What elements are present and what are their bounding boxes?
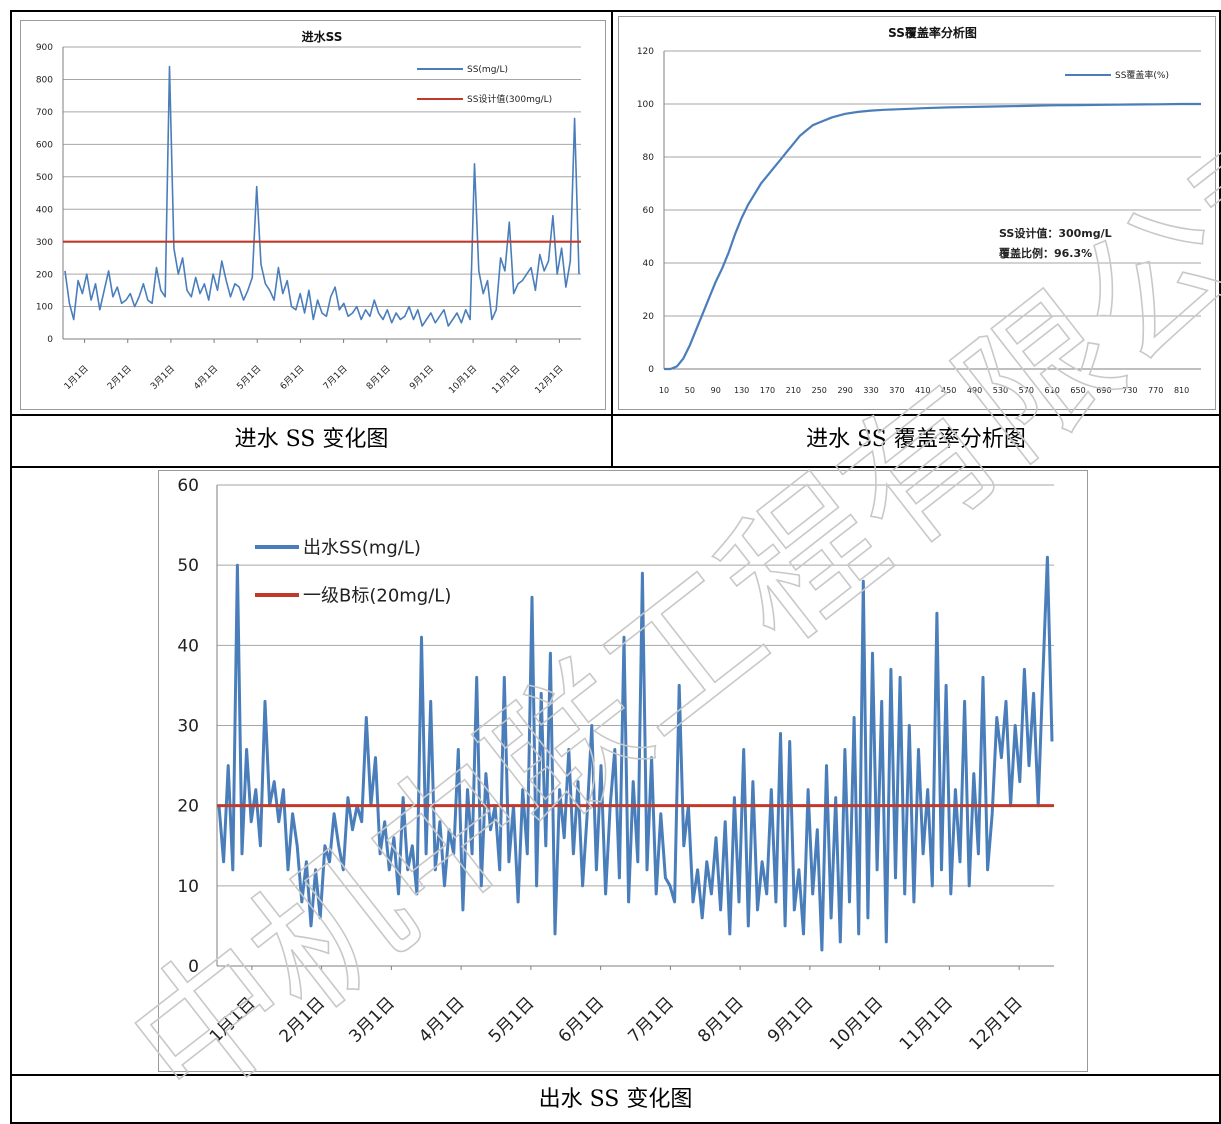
series-line: [217, 555, 1054, 952]
x-tick-label: 11月1日: [490, 363, 523, 396]
x-tick-label: 770: [1148, 386, 1163, 395]
x-tick-label: 9月1日: [407, 363, 436, 392]
row-divider-1: [10, 414, 1221, 416]
series-line: [64, 65, 580, 327]
x-tick-label: 570: [1019, 386, 1034, 395]
figure-table: [10, 10, 1221, 1124]
y-tick-label: 400: [36, 205, 53, 215]
caption-effluent-ss: 出水 SS 变化图: [538, 1087, 693, 1112]
y-tick-label: 300: [36, 238, 53, 248]
x-tick-label: 490: [967, 386, 982, 395]
x-tick-label: 7月1日: [624, 993, 677, 1046]
y-tick-label: 30: [177, 716, 199, 736]
x-tick-label: 6月1日: [555, 993, 608, 1046]
x-tick-label: 3月1日: [345, 993, 398, 1046]
annotation-text: 覆盖比例：96.3%: [999, 246, 1092, 260]
y-tick-label: 100: [36, 303, 53, 313]
y-tick-label: 80: [643, 153, 655, 163]
x-tick-label: 4月1日: [192, 363, 221, 392]
y-tick-label: 800: [36, 76, 53, 86]
x-tick-label: 250: [812, 386, 827, 395]
series-line: [664, 102, 1201, 371]
x-tick-label: 90: [711, 386, 721, 395]
x-tick-label: 50: [685, 386, 695, 395]
caption-coverage: 进水 SS 覆盖率分析图: [806, 427, 1026, 452]
y-tick-label: 50: [177, 556, 199, 576]
x-tick-label: 290: [838, 386, 853, 395]
x-tick-label: 2月1日: [105, 363, 134, 392]
legend-label: SS覆盖率(%): [1115, 69, 1169, 81]
y-tick-label: 40: [177, 636, 199, 656]
x-tick-label: 10月1日: [826, 993, 887, 1054]
x-tick-label: 410: [915, 386, 930, 395]
x-tick-label: 1月1日: [62, 363, 91, 392]
y-tick-label: 120: [637, 47, 654, 57]
y-tick-label: 60: [643, 206, 655, 216]
x-tick-label: 690: [1096, 386, 1111, 395]
x-tick-label: 6月1日: [278, 363, 307, 392]
x-tick-label: 10: [659, 386, 669, 395]
y-tick-label: 0: [648, 365, 654, 375]
legend-label: 一级B标(20mg/L): [303, 585, 451, 606]
inflow-chart-box: 0 100 200 300 400 500 600 700 800 900 进水SS 1月1日 2月1日…: [20, 20, 606, 410]
x-tick-label: 8月1日: [364, 363, 393, 392]
coverage-chart-box: 0 20 40 60 80 100 120 SS覆盖率分析图 10 50 90 130 170 210 25…: [618, 16, 1216, 410]
y-tick-label: 900: [36, 43, 53, 53]
y-tick-label: 200: [36, 270, 53, 280]
x-tick-label: 5月1日: [485, 993, 538, 1046]
x-tick-label: 1月1日: [206, 993, 259, 1046]
y-tick-label: 40: [643, 259, 655, 269]
x-tick-label: 450: [941, 386, 956, 395]
coverage-chart: 0 20 40 60 80 100 120 SS覆盖率分析图 10 50 90 130 170 210 25…: [637, 25, 1201, 395]
x-tick-label: 370: [889, 386, 904, 395]
x-tick-label: 650: [1070, 386, 1085, 395]
y-tick-label: 600: [36, 140, 53, 150]
y-tick-label: 500: [36, 173, 53, 183]
y-tick-label: 0: [188, 957, 199, 977]
x-tick-label: 170: [760, 386, 775, 395]
legend-label: 出水SS(mg/L): [303, 537, 421, 558]
effluent-chart-box: 0 10 20 30 40 50 60 1月1日 2月1日 3月1日 4月1日 5月1日 6月1日 7月1…: [158, 470, 1088, 1072]
y-tick-label: 60: [177, 476, 199, 496]
annotation-text: SS设计值：300mg/L: [999, 226, 1112, 240]
chart-title: 进水SS: [302, 29, 343, 44]
x-tick-label: 810: [1174, 386, 1189, 395]
row-divider-2: [10, 466, 1221, 468]
x-tick-label: 10月1日: [447, 363, 480, 396]
legend-label: SS设计值(300mg/L): [467, 93, 552, 105]
x-tick-label: 730: [1122, 386, 1137, 395]
x-tick-label: 7月1日: [321, 363, 350, 392]
x-tick-label: 4月1日: [415, 993, 468, 1046]
y-tick-label: 20: [643, 312, 655, 322]
inflow-ss-chart: 0 100 200 300 400 500 600 700 800 900 进水SS 1月1日 2月1日…: [36, 29, 581, 396]
x-tick-label: 12月1日: [533, 363, 566, 396]
x-tick-label: 11月1日: [896, 993, 957, 1054]
effluent-ss-chart: 0 10 20 30 40 50 60 1月1日 2月1日 3月1日 4月1日 5月1日 6月1日 7月1…: [177, 476, 1054, 1055]
x-tick-label: 8月1日: [694, 993, 747, 1046]
x-tick-label: 9月1日: [764, 993, 817, 1046]
y-tick-label: 0: [47, 335, 53, 345]
y-tick-label: 10: [177, 877, 199, 897]
x-tick-label: 12月1日: [966, 993, 1027, 1054]
column-divider: [611, 10, 613, 468]
x-tick-label: 5月1日: [235, 363, 264, 392]
caption-inflow-ss: 进水 SS 变化图: [234, 427, 389, 452]
x-tick-label: 610: [1045, 386, 1060, 395]
row-divider-3: [10, 1074, 1221, 1076]
x-tick-label: 210: [786, 386, 801, 395]
legend-label: SS(mg/L): [467, 65, 508, 75]
x-tick-label: 330: [863, 386, 878, 395]
x-tick-label: 530: [993, 386, 1008, 395]
chart-title: SS覆盖率分析图: [888, 25, 977, 40]
x-tick-label: 3月1日: [148, 363, 177, 392]
x-tick-label: 2月1日: [276, 993, 329, 1046]
x-tick-label: 130: [734, 386, 749, 395]
y-tick-label: 20: [177, 797, 199, 817]
y-tick-label: 100: [637, 100, 654, 110]
y-tick-label: 700: [36, 108, 53, 118]
